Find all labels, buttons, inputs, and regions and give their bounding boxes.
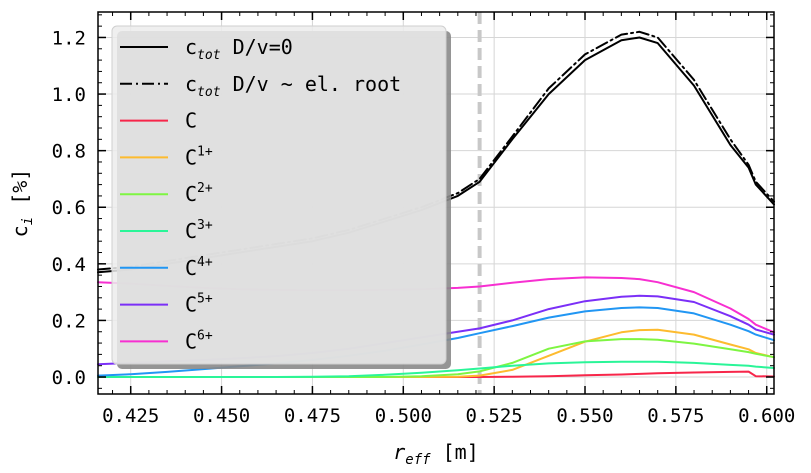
legend-label-base: C [185,256,197,280]
legend-label-base: C [185,182,197,206]
legend-label-1: ctot D/v ~ el. root [185,72,401,100]
legend-label-subscript: tot [197,85,221,100]
legend-label-5: C3+ [185,218,213,243]
legend-label-base: c [185,72,197,96]
y-tick-label: 1.2 [52,27,86,49]
legend-label-7: C5+ [185,292,213,317]
legend-label-subscript: tot [197,48,221,63]
x-tick-label: 0.575 [647,405,704,427]
legend-label-base: C [185,329,197,353]
legend-label-superscript: 4+ [197,255,213,270]
legend-label-base: C [185,293,197,317]
y-tick-label: 0.4 [52,254,86,276]
x-tick-label: 0.450 [193,405,250,427]
legend-label-0: ctot D/v=0 [185,35,293,63]
y-axis-label: ci [%] [8,169,36,238]
legend-label-base: C [185,109,197,133]
legend-box [111,25,447,365]
series-line-1 [97,30,775,271]
legend-label-suffix: D/v ~ el. root [221,72,402,96]
y-tick-label: 1.0 [52,84,86,106]
legend-label-suffix: D/v=0 [221,35,293,59]
legend-label-base: C [185,145,197,169]
legend-label-base: C [185,219,197,243]
series-line-5 [97,360,775,378]
y-tick-label: 0.0 [52,367,86,389]
axis-labels: reff [m] ci [%] [8,169,479,468]
x-tick-label: 0.600 [738,405,795,427]
legend-label-base: c [185,35,197,59]
x-tick-label: 0.550 [556,405,613,427]
plot-border [97,11,775,395]
legend-label-superscript: 5+ [197,292,213,307]
legend-label-4: C2+ [185,181,213,206]
x-tick-label: 0.525 [466,405,523,427]
x-axis-label: reff [m] [393,440,479,468]
legend-label-superscript: 1+ [197,144,213,159]
y-tick-label: 0.6 [52,197,86,219]
legend-label-superscript: 3+ [197,218,213,233]
legend-label-superscript: 2+ [197,181,213,196]
x-tick-label: 0.425 [102,405,159,427]
legend-label-8: C6+ [185,328,213,353]
x-tick-label: 0.475 [284,405,341,427]
y-tick-label: 0.8 [52,141,86,163]
plot-frame [97,11,775,395]
ticks: 0.425 0.450 0.475 0.500 0.525 0.550 0.575 0.600… [52,12,795,427]
legend-label-superscript: 6+ [197,328,213,343]
y-tick-label: 0.2 [52,310,86,332]
legend-label-6: C4+ [185,255,213,280]
x-tick-label: 0.500 [375,405,432,427]
legend-label-2: C [185,109,197,133]
legend-label-3: C1+ [185,144,213,169]
